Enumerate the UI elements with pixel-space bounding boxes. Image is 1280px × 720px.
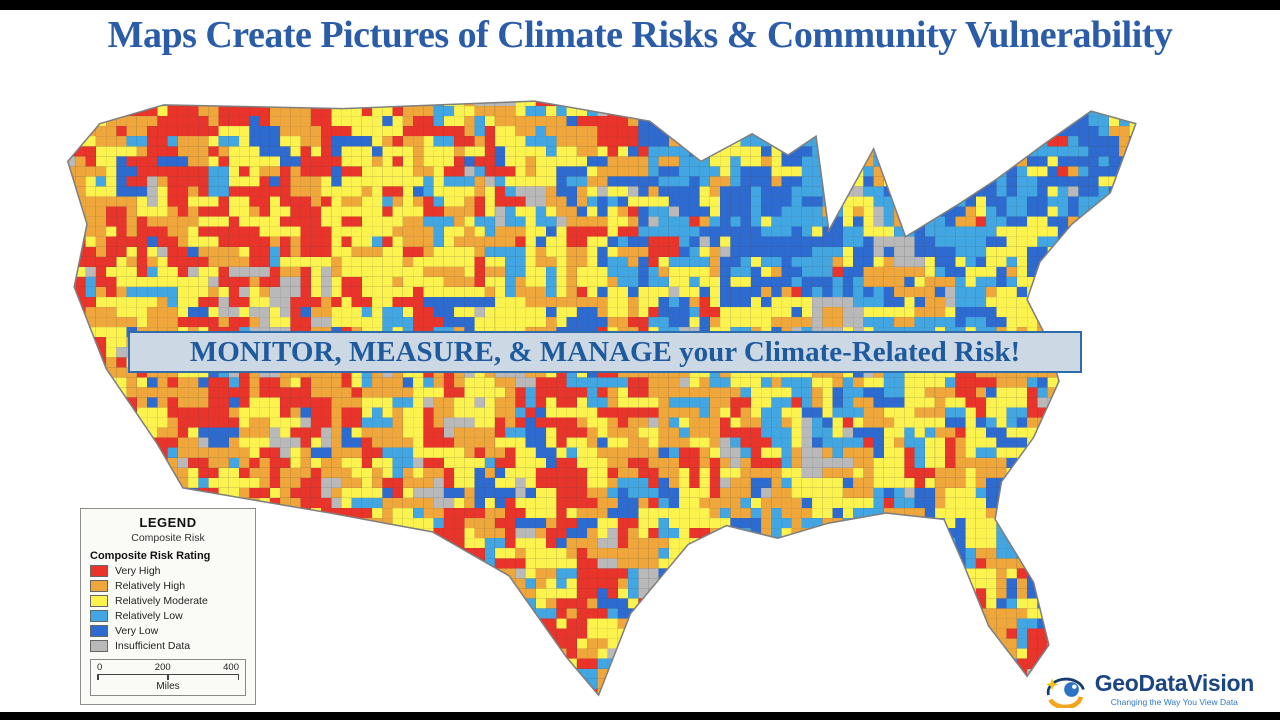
legend-item-label: Very Low (115, 625, 159, 637)
scale-unit-label: Miles (156, 681, 180, 692)
geodatavision-logo: GeoDataVision Changing the Way You View … (1043, 671, 1254, 708)
logo-name: GeoDataVision (1094, 670, 1255, 696)
scale-tick-200: 200 (154, 662, 171, 673)
legend-color-swatch (90, 610, 108, 622)
legend-panel: LEGEND Composite Risk Composite Risk Rat… (80, 508, 256, 705)
legend-color-swatch (90, 625, 108, 637)
legend-item: Relatively Low (90, 610, 246, 622)
legend-items: Very High Relatively High Relatively Moder… (90, 565, 246, 652)
bottom-letterbox-bar (0, 712, 1280, 720)
scale-bar-widget: 0 200 400 Miles (90, 659, 246, 696)
legend-color-swatch (90, 640, 108, 652)
page-title: Maps Create Pictures of Climate Risks & … (107, 14, 1173, 56)
logo-tagline: Changing the Way You View Data (1110, 697, 1238, 707)
legend-item: Relatively Moderate (90, 595, 246, 607)
legend-item: Relatively High (90, 580, 246, 592)
legend-color-swatch (90, 565, 108, 577)
legend-section-header: Composite Risk Rating (90, 550, 211, 562)
legend-item-label: Relatively Low (115, 610, 183, 622)
monitor-banner-text: MONITOR, MEASURE, & MANAGE your Climate-… (189, 335, 1021, 368)
scale-tick-0: 0 (97, 662, 103, 673)
monitor-banner: MONITOR, MEASURE, & MANAGE your Climate-… (128, 331, 1082, 373)
top-letterbox-bar (0, 0, 1280, 10)
legend-title: LEGEND (139, 515, 197, 530)
legend-color-swatch (90, 595, 108, 607)
legend-item-label: Insufficient Data (115, 640, 191, 652)
scale-tick-labels: 0 200 400 (97, 662, 239, 673)
logo-text: GeoDataVision Changing the Way You View … (1094, 670, 1255, 708)
legend-subtitle: Composite Risk (131, 532, 205, 544)
legend-item: Very High (90, 565, 246, 577)
legend-item: Insufficient Data (90, 640, 246, 652)
geodatavision-eye-icon (1045, 677, 1085, 708)
legend-item-label: Relatively Moderate (115, 595, 208, 607)
scale-bar-line (97, 674, 239, 680)
scale-tick-400: 400 (223, 662, 239, 673)
legend-item: Very Low (90, 625, 246, 637)
legend-item-label: Very High (115, 565, 161, 577)
legend-color-swatch (90, 580, 108, 592)
legend-item-label: Relatively High (115, 580, 186, 592)
